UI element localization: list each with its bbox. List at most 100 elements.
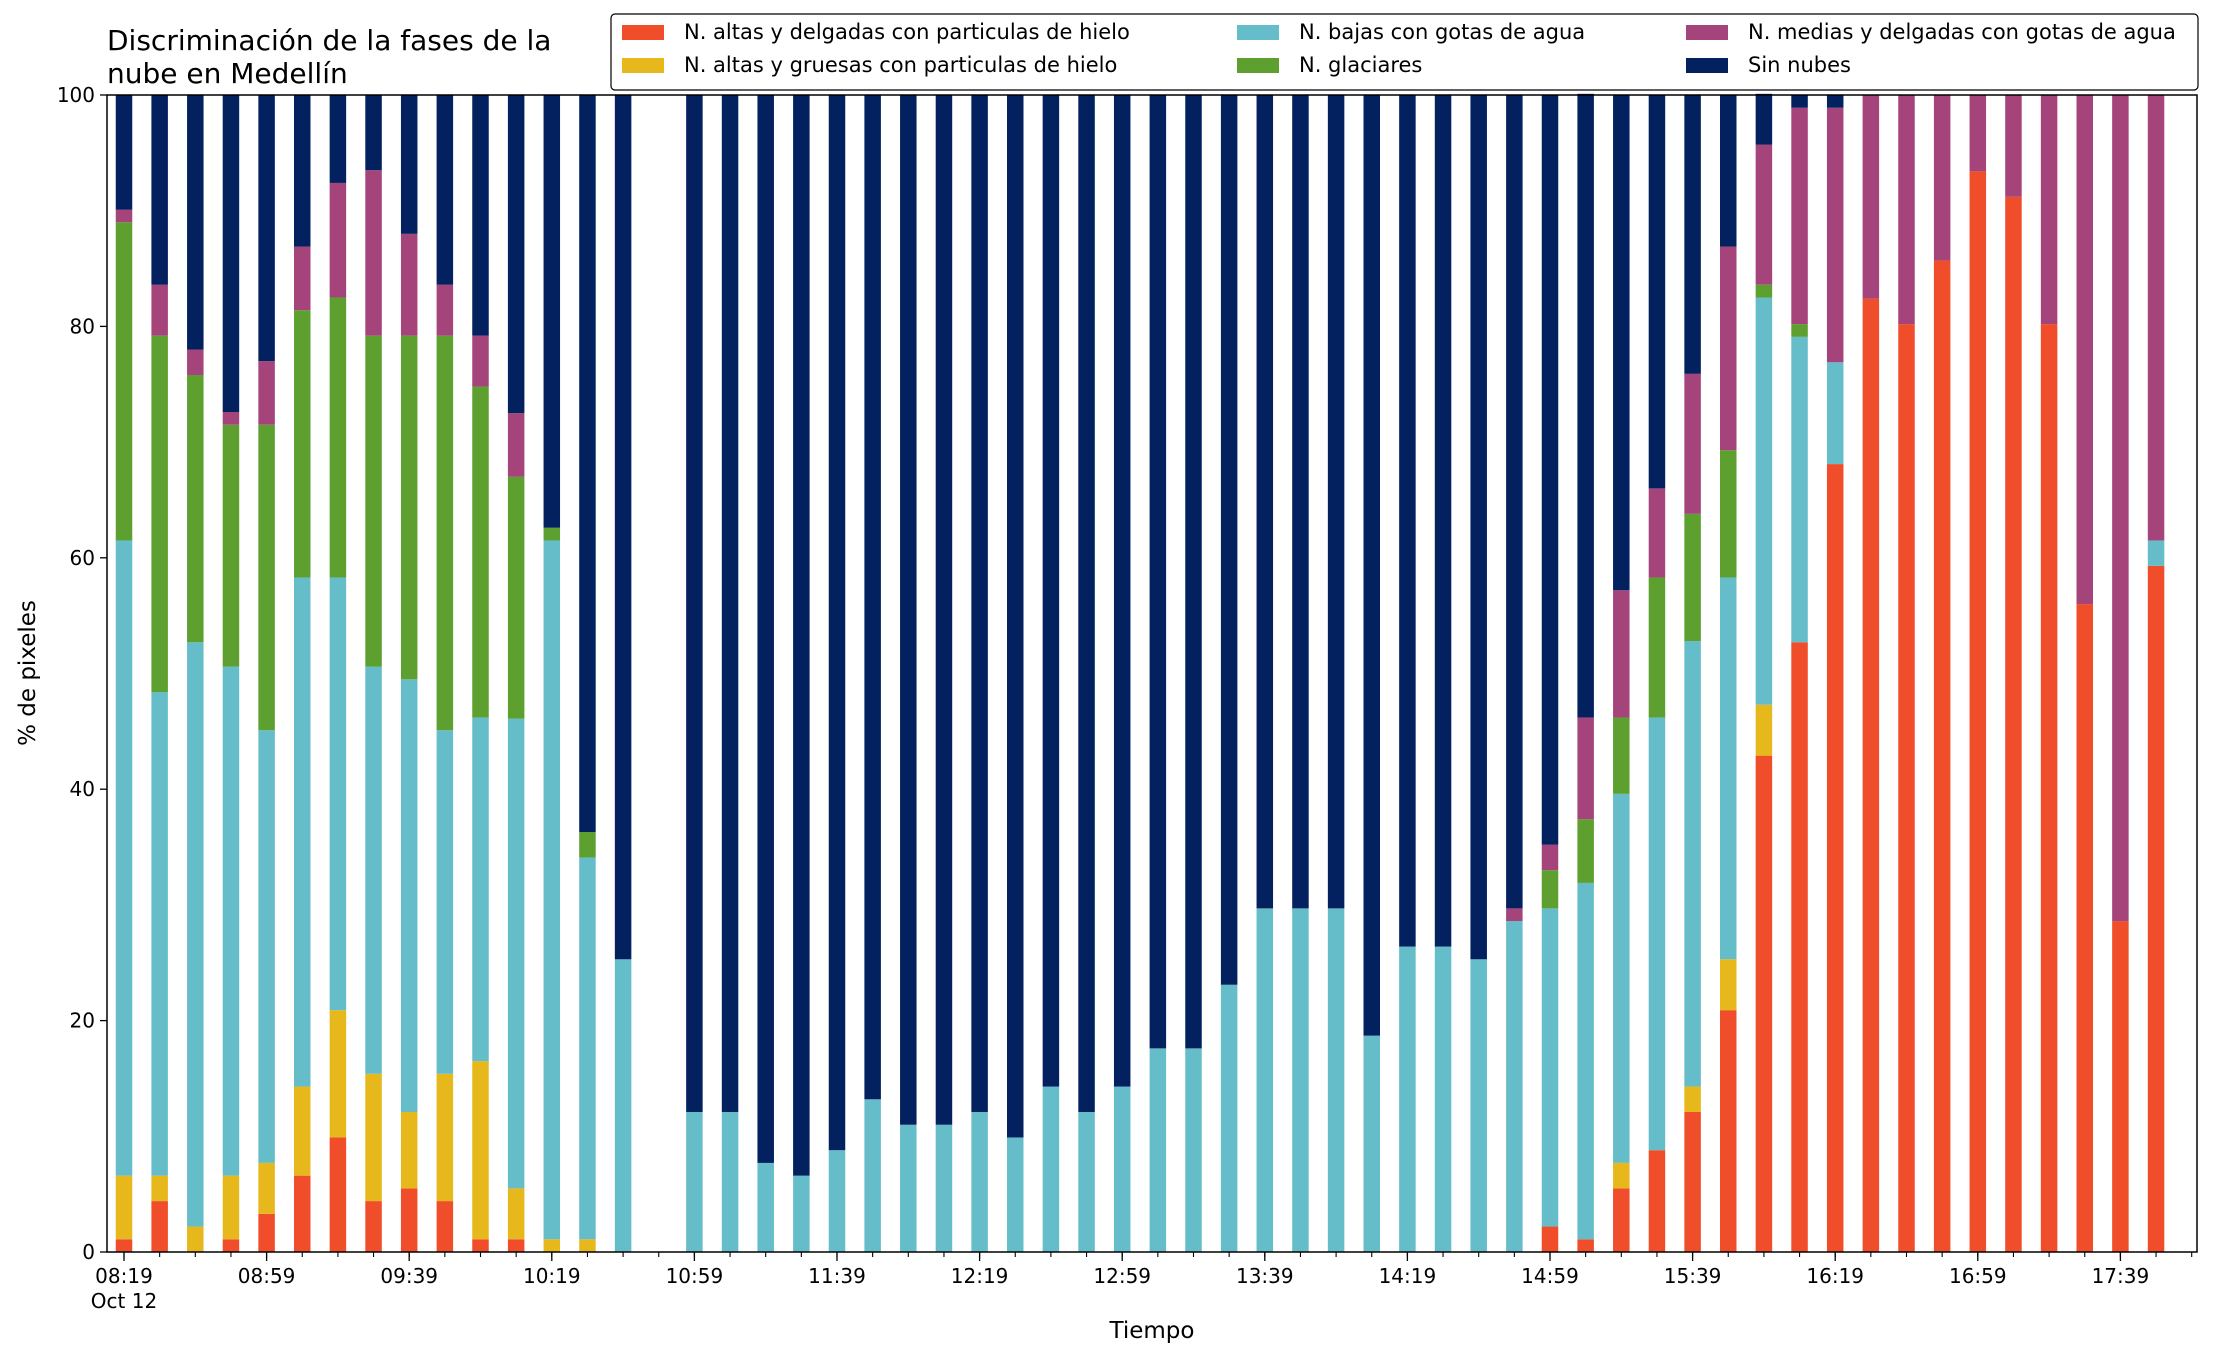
bar-segment-3-1039 <box>614 959 632 1252</box>
legend-label-5: N. medias y delgadas con gotas de agua <box>1748 20 2176 44</box>
bar-segment-2-0849 <box>222 1175 240 1240</box>
x-axis-label: Tiempo <box>1109 1318 1195 1344</box>
bar-segment-6-1019 <box>543 95 561 528</box>
bar-segment-4-1529 <box>1648 577 1666 718</box>
bar-segment-6-0959 <box>472 95 489 336</box>
bar-segment-2-0939 <box>400 1112 418 1189</box>
bar-segment-6-0859 <box>258 95 275 362</box>
bar-segment-6-1119 <box>757 95 774 1163</box>
legend-swatch-4 <box>1237 58 1279 73</box>
bar-segment-1-1629 <box>1862 298 1880 1252</box>
bar-segment-5-1459 <box>1541 844 1559 871</box>
bar-segment-3-0829 <box>151 692 168 1176</box>
bar-segment-3-1359 <box>1327 908 1345 1252</box>
bar-segment-1-1739 <box>2112 921 2129 1252</box>
x-tick-label-9: 14:19 <box>1379 1264 1437 1288</box>
bar-segment-2-0819 <box>115 1175 133 1240</box>
bar-segment-4-0859 <box>258 424 275 731</box>
bar-segment-1-1639 <box>1898 324 1915 1253</box>
bar-segment-4-1609 <box>1791 324 1808 337</box>
bar-segment-6-1539 <box>1684 95 1701 374</box>
bar-segment-1-0819 <box>115 1239 133 1252</box>
y-tick-label-0: 0 <box>82 1240 95 1264</box>
bar-segment-1-1549 <box>1720 1010 1737 1252</box>
y-tick-label-2: 40 <box>70 777 95 801</box>
bar-segment-5-1709 <box>2005 95 2022 197</box>
bar-segment-6-1139 <box>828 95 846 1151</box>
bar-segment-6-1039 <box>614 95 632 960</box>
bar-segment-6-1109 <box>721 95 739 1112</box>
bar-segment-3-1209 <box>935 1124 953 1252</box>
bar-segment-1-0929 <box>365 1201 382 1252</box>
y-tick-label-3: 60 <box>70 546 95 570</box>
legend-frame <box>610 13 2199 91</box>
bar-segment-5-0939 <box>400 233 418 336</box>
bar-segment-3-0939 <box>400 679 418 1112</box>
bar-segment-5-1559 <box>1755 144 1773 285</box>
x-tick-label-7: 12:59 <box>1093 1264 1151 1288</box>
bar-segment-6-1209 <box>935 95 953 1125</box>
x-tick-label-6: 12:19 <box>951 1264 1009 1288</box>
bar-segment-6-1439 <box>1470 95 1487 960</box>
bar-segment-2-1519 <box>1613 1162 1630 1189</box>
bar-segment-3-1159 <box>900 1124 917 1252</box>
bar-segment-3-1229 <box>1007 1137 1024 1252</box>
bar-segment-3-1609 <box>1791 336 1808 643</box>
bar-segment-4-1519 <box>1613 717 1630 794</box>
bar-segment-6-1249 <box>1078 95 1095 1112</box>
bar-segment-1-0939 <box>400 1188 418 1252</box>
bar-segment-3-0839 <box>187 642 204 1227</box>
legend-swatch-1 <box>622 25 664 40</box>
bar-segment-5-1009 <box>507 413 525 477</box>
bar-segment-6-1259 <box>1113 95 1131 1087</box>
bar-segment-1-1609 <box>1791 642 1808 1252</box>
legend-swatch-5 <box>1686 25 1728 40</box>
legend-swatch-6 <box>1686 58 1728 73</box>
y-tick-label-4: 80 <box>70 314 95 338</box>
bar-segment-6-1339 <box>1256 95 1274 909</box>
bar-segment-5-0919 <box>329 182 347 298</box>
bar-segment-6-1149 <box>864 95 881 1100</box>
bar-segment-2-1009 <box>507 1188 525 1240</box>
legend-label-3: N. bajas con gotas de agua <box>1299 20 1585 44</box>
bar-segment-1-1719 <box>2040 324 2058 1253</box>
bar-segment-6-1009 <box>507 95 525 414</box>
bar-segment-2-1029 <box>579 1239 596 1252</box>
bar-segment-5-1509 <box>1577 717 1594 820</box>
bar-segment-5-1649 <box>1933 95 1951 261</box>
bar-segment-4-0839 <box>187 374 204 643</box>
x-tick-label-13: 16:59 <box>1949 1264 2007 1288</box>
bar-segment-4-0829 <box>151 335 168 693</box>
y-axis-label: % de pixeles <box>15 600 41 746</box>
bar-segment-5-0959 <box>472 335 489 387</box>
bar-segment-3-1459 <box>1541 908 1559 1227</box>
bar-segment-6-1459 <box>1541 95 1559 845</box>
bar-segment-3-1319 <box>1185 1048 1202 1252</box>
bar-segment-1-1559 <box>1755 755 1773 1252</box>
x-tick-label-3: 10:19 <box>523 1264 581 1288</box>
bar-segment-5-1529 <box>1648 488 1666 578</box>
bar-segment-5-1749 <box>2147 95 2165 541</box>
bar-segment-4-0919 <box>329 297 347 578</box>
bar-segment-4-0849 <box>222 424 240 667</box>
bar-segment-3-1309 <box>1149 1048 1167 1252</box>
bar-segment-2-1559 <box>1755 704 1773 756</box>
bar-segment-3-1339 <box>1256 908 1274 1252</box>
bar-segment-4-0959 <box>472 386 489 718</box>
bar-segment-4-1029 <box>579 832 596 858</box>
bar-segment-3-1419 <box>1399 946 1416 1252</box>
x-tick-label-10: 14:59 <box>1521 1264 1579 1288</box>
bar-segment-3-1429 <box>1434 946 1452 1252</box>
legend-label-4: N. glaciares <box>1299 53 1422 77</box>
bar-segment-5-1539 <box>1684 373 1701 514</box>
bar-segment-4-0819 <box>115 222 133 541</box>
bar-segment-1-0849 <box>222 1239 240 1252</box>
bar-segment-5-1549 <box>1720 246 1737 451</box>
bar-segment-3-0819 <box>115 540 133 1176</box>
x-tick-label-8: 13:39 <box>1236 1264 1294 1288</box>
bar-segment-5-1619 <box>1826 107 1844 363</box>
bar-segment-2-1549 <box>1720 959 1737 1011</box>
bar-segment-6-0909 <box>294 95 311 247</box>
